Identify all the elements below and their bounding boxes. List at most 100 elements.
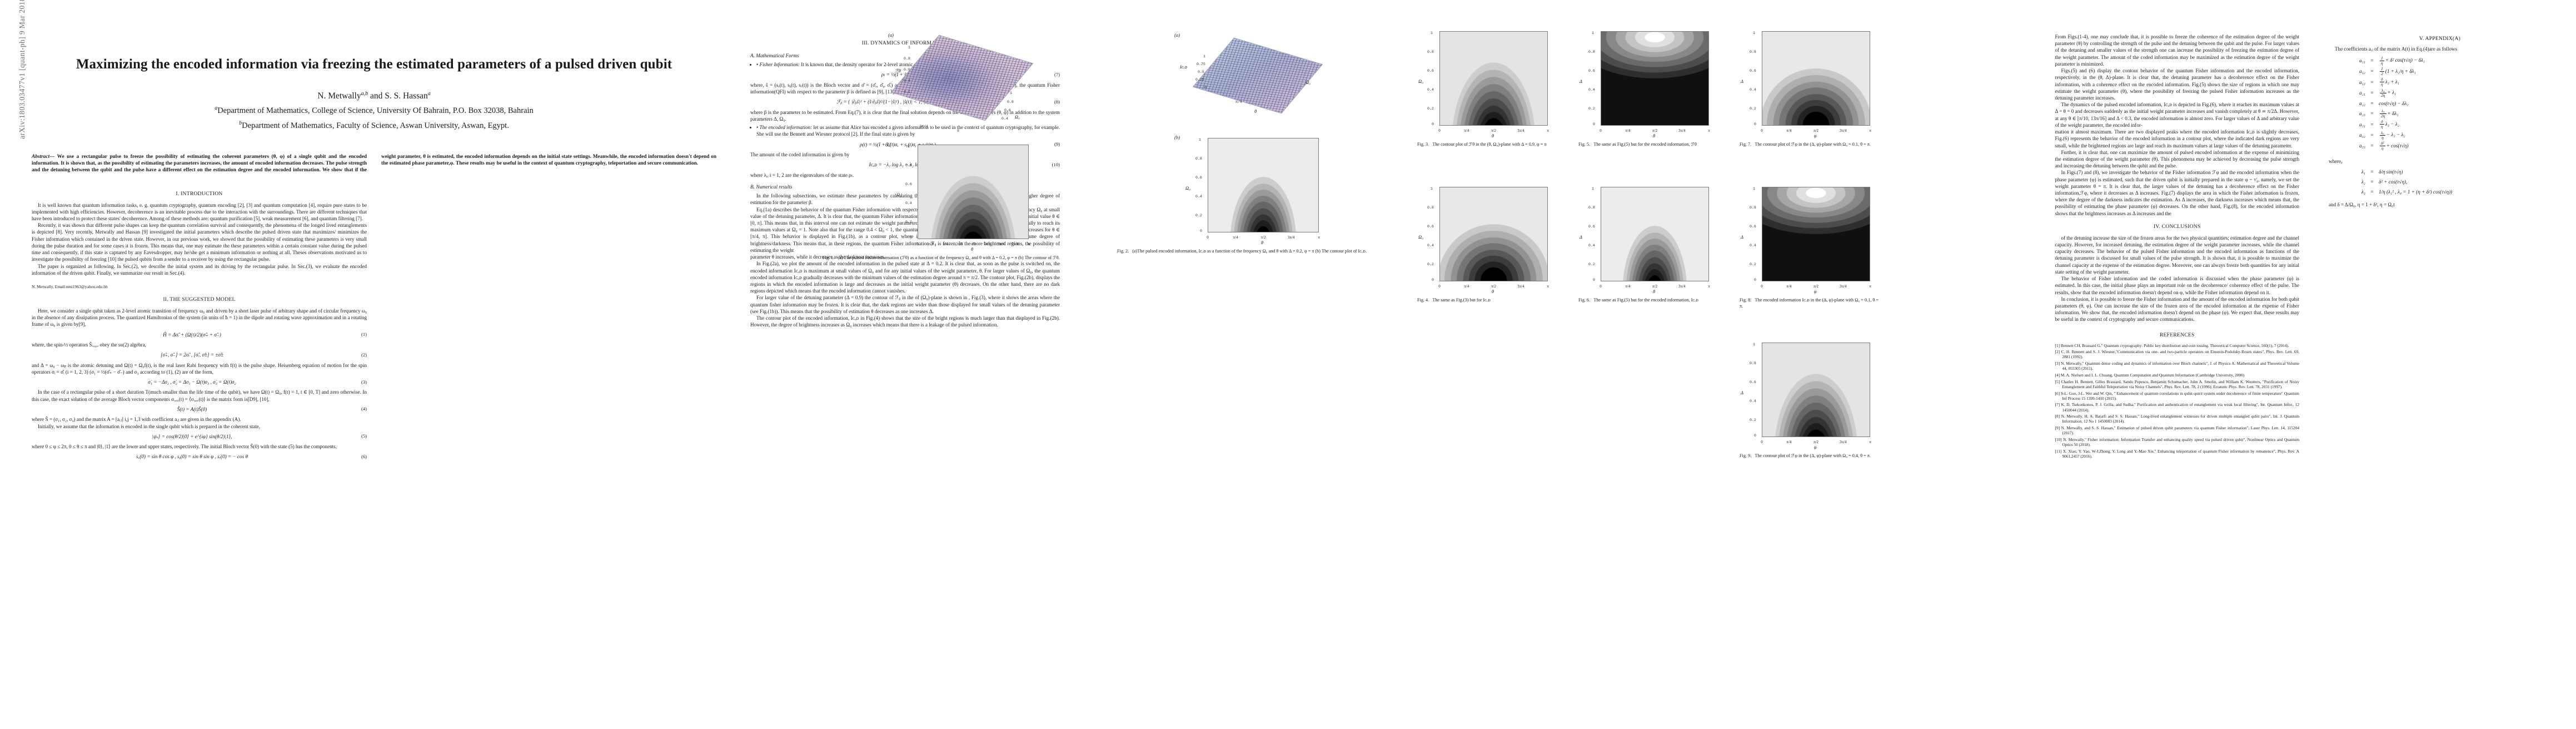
equation-6-expr: sₓ(0) = sin θ cos φ , sᵧ(0) = sin θ sin … xyxy=(136,454,248,460)
equation-5-expr: |ψₛ⟩ = cos(θ/2)|0⟩ + e^{iφ} sin(θ/2)|1⟩, xyxy=(152,433,232,439)
figure-2b-x-tick-5: π xyxy=(1318,235,1320,240)
figure-5-x-tick-1: 0 xyxy=(1600,128,1602,133)
appendix-eq-tail: − λ₁ − λ₂ xyxy=(2386,132,2405,138)
figure-3-caption-text: The contour plot of ℱθ in the (θ, Ω₀)-pl… xyxy=(1432,142,1547,147)
appendix-eq-lhs: a₁₁ xyxy=(2359,57,2365,63)
figure-2-plots: (a) Iᴄₒᴅ 1 0.75 0.5 0.25 0 π/4 θ Ω₀ (b) … xyxy=(1117,32,1384,246)
author-2-affil-mark: a xyxy=(427,90,431,97)
affiliation-1: aDepartment of Mathematics, College of S… xyxy=(32,105,716,116)
figure-7-caption-text: The contour plot of ℱφ in the (Δ, φ)-pla… xyxy=(1755,142,1871,147)
figure-1b-x-tick-2: π/8 xyxy=(929,242,934,246)
figure-1-panel-a-tag: (a) xyxy=(888,32,894,38)
page-4-body: From Figs.(1-4), one may conclude that, … xyxy=(2055,33,2558,651)
figure-3-y-tick-4: 0.4 xyxy=(1427,88,1434,92)
reference-item: Bennett CH, Brassard G." Quantum cryptog… xyxy=(2060,343,2289,348)
section-heading-references: REFERENCES xyxy=(2159,331,2195,338)
figure-9-x-tick-3: π/2 xyxy=(1813,440,1818,444)
appendix-eq-lhs: a₁₃ xyxy=(2359,79,2365,85)
figure-5: Δ 1 0.8 0.6 0.4 0.2 0 0 π/4 π/2 3π/4 π θ… xyxy=(1578,28,1717,148)
figure-8-y-tick-5: 0.2 xyxy=(1750,262,1756,266)
figure-2-z-axis-label: Iᴄₒᴅ xyxy=(1180,65,1188,70)
appendix-eq-den: 2 xyxy=(2381,71,2383,76)
figure-4-y-axis-label: Ω₀ xyxy=(1418,235,1423,240)
equation-6-number: (6) xyxy=(361,453,367,459)
figure-5-label: Fig. 5. xyxy=(1578,142,1591,147)
figure-2-caption: Fig. 2. (a)The pulsed encoded informatio… xyxy=(1117,249,1384,255)
figure-4-y-tick-3: 0.6 xyxy=(1427,225,1434,229)
figure-4-x-axis-label: θ xyxy=(1492,289,1494,294)
affiliation-1-text: Department of Mathematics, College of Sc… xyxy=(217,106,534,115)
section-heading-appendix: V. APPENDIX(A) xyxy=(2419,36,2461,42)
equation-5: |ψₛ⟩ = cos(θ/2)|0⟩ + e^{iφ} sin(θ/2)|1⟩,… xyxy=(32,433,367,440)
subsection-heading-math-forms: A. Mathematical Forms xyxy=(750,52,799,58)
appendix-where-lhs: λ₃ xyxy=(2361,189,2365,195)
figure-4-y-tick-5: 0.2 xyxy=(1427,262,1434,266)
figure-9-y-tick-3: 0.6 xyxy=(1750,380,1756,384)
figure-1-surface-mesh xyxy=(890,34,1034,121)
appendix-where-sign: = xyxy=(2370,168,2374,175)
figure-7-y-tick-5: 0.2 xyxy=(1750,107,1756,111)
equation-7-expr: ρₗ = ½(I + ŝ · σ̂) xyxy=(881,72,915,78)
figure-8: Δ 1 0.8 0.6 0.4 0.2 0 0 π/4 π/2 3π/4 π φ… xyxy=(1740,184,1879,309)
appendix-eq-rhs: δ η λ₃ + λ₁ xyxy=(2379,77,2551,87)
figure-2b-y-tick-6: 0 xyxy=(1200,229,1202,233)
bullet-list-encoded: • The encoded information: let us assume… xyxy=(750,124,1060,137)
figure-8-y-tick-2: 0.8 xyxy=(1750,206,1756,210)
figure-9-x-axis-label: φ xyxy=(1814,445,1817,450)
figure-2-surface-mesh xyxy=(1192,37,1323,114)
figure-1-z-tick-4: 0.4 xyxy=(904,79,910,83)
figure-1b-y-tick-5: 0.2 xyxy=(905,220,912,224)
figure-1-surface: ℱθ 1 0.8 0.6 0.4 0.2 1 0.8 0.6 0.4 Ω₀ 3π… xyxy=(890,32,1035,138)
bullet-fisher-information: • Fisher Information: It is known that, … xyxy=(756,61,1060,68)
col4-paragraph-4: The contour plot of the encoded informat… xyxy=(750,315,1060,328)
figure-2b-x-tick-3: π/2 xyxy=(1260,235,1266,240)
figure-6-x-axis-label: θ xyxy=(1653,289,1656,294)
appendix-eq-sign: = xyxy=(2370,143,2374,149)
figure-5-x-tick-5: π xyxy=(1708,128,1710,133)
figure-1: (a) ℱθ 1 0.8 0.6 0.4 0.2 1 0.8 0.6 0.4 Ω… xyxy=(823,32,1100,261)
figure-9-x-tick-1: 0 xyxy=(1761,440,1763,444)
appendix-where-rhs: 1/η (λ₁² , λ₄ = 1 + (η + δ²) cos(τ√η)) xyxy=(2379,189,2453,195)
figure-5-x-axis-label: θ xyxy=(1653,133,1656,138)
figure-2-y-axis-label: Ω₀ xyxy=(1306,80,1311,85)
appendix-eq-rhs: λ₄ 2η + λ₁ xyxy=(2379,88,2551,97)
figure-2-z-tick-4: 0.25 xyxy=(1195,78,1204,82)
reference-item: N. Metwally," Fisher information: Inform… xyxy=(2062,437,2300,448)
figure-5-y-tick-1: 1 xyxy=(1592,31,1594,35)
equation-1: Ĥ = Δσ̂ᵣ + (Ω(t)/2)(σ̂₊ + σ̂₋) (1) xyxy=(32,331,367,338)
figure-8-x-tick-2: π/4 xyxy=(1786,284,1792,289)
appendix-eq-sign: = xyxy=(2370,121,2374,127)
figure-2-panel-a: (a) Iᴄₒᴅ 1 0.75 0.5 0.25 0 π/4 θ Ω₀ xyxy=(1174,32,1327,132)
equation-3-number: (3) xyxy=(361,379,367,385)
figure-4-y-tick-1: 1 xyxy=(1431,187,1433,191)
equation-10-expr: Iᴄₒᴅ = −λ₁ log λ₁ − λ₂ log λ₂ xyxy=(869,162,927,168)
figure-2-label: Fig. 2. xyxy=(1117,249,1129,254)
figure-8-caption-text: The encoded information Iᴄₒᴅ in the (Δ, … xyxy=(1740,297,1879,309)
abstract-lead: Abstract— xyxy=(32,153,55,160)
appendix-eq-sign: = xyxy=(2370,68,2374,75)
appendix-eq-den: 2η xyxy=(2381,92,2385,98)
appendix-eq-lhs: a₃₁ xyxy=(2359,121,2365,127)
figure-4-x-tick-1: 0 xyxy=(1438,284,1441,289)
figure-5-contour-canvas xyxy=(1601,31,1709,126)
figure-1b-contour-canvas xyxy=(918,145,1029,239)
figure-6-y-tick-6: 0 xyxy=(1593,278,1595,282)
appendix-eq-lhs: a₂₁ xyxy=(2359,90,2365,96)
appendix-eq-den: η xyxy=(2381,124,2383,130)
figure-1-y-tick-2: 0.8 xyxy=(1007,100,1014,104)
figure-3: Ω₀ 1 0.8 0.6 0.4 0.2 0 0 π/4 π/2 3π/4 π … xyxy=(1417,28,1556,148)
figure-5-plot: Δ 1 0.8 0.6 0.4 0.2 0 0 π/4 π/2 3π/4 π θ xyxy=(1578,28,1717,139)
equation-6: sₓ(0) = sin θ cos φ , sᵧ(0) = sin θ sin … xyxy=(32,453,367,460)
appendix-eq-sign: = xyxy=(2370,111,2374,117)
figure-1b-x-tick-1: 0 xyxy=(916,242,919,246)
appendix-eq-num: δ xyxy=(2380,77,2384,83)
equation-8-expr: ℱᵦ = { |∂ᵦŝ|² + (ŝ·∂ᵦŝ)²/(1−|ŝ|²) , |ŝ(t… xyxy=(836,99,959,105)
appendix-eq-tail: (1 + λ₂/η + δλ₁ xyxy=(2385,68,2416,74)
dynamics-paragraph-3: where β is the parameter to be estimated… xyxy=(750,109,1060,122)
figure-1b-y-tick-4: 0.4 xyxy=(905,201,912,205)
bullet-encoded-information: • The encoded information: let us assume… xyxy=(756,124,1060,137)
figure-1-caption-text: (a) The pulsed Fisher information (ℱθ) a… xyxy=(838,255,1060,260)
figure-1b-x-tick-7: 3π/4 xyxy=(997,242,1005,246)
figure-5-y-tick-2: 0.8 xyxy=(1588,50,1595,54)
appendix-eq-tail: λ₃ + λ₁ xyxy=(2385,78,2399,85)
